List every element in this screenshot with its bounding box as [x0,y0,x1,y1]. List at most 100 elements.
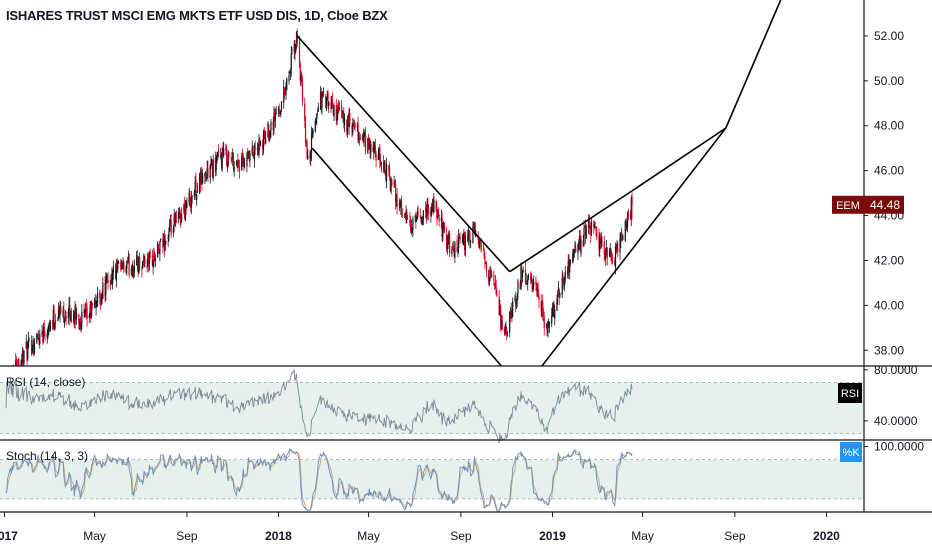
candle-body [421,223,423,225]
candle-body [104,283,106,297]
candle-body [398,203,400,206]
candle-body [169,222,171,225]
pattern-line [311,147,503,367]
candle-body [268,125,270,140]
candle-body [44,334,46,337]
candle-body [111,270,114,284]
candle-body [309,152,311,159]
candle-body [401,215,403,217]
candle-body [580,240,582,254]
candle-body [315,120,317,123]
candle-body [416,212,418,220]
candle-body [48,322,51,332]
candle-body [503,329,506,332]
candle-body [464,235,467,251]
candle-body [579,236,581,252]
candle-body [42,333,44,341]
candle-body [68,304,70,312]
candle-body [115,265,117,279]
candle-body [451,249,453,254]
candle-body [337,105,339,115]
candle-body [446,234,448,249]
candle-body [33,342,36,353]
candle-body [141,269,143,271]
candle-body [372,145,374,152]
candle-body [317,107,319,112]
candle-body [222,149,224,155]
candle-body [151,255,153,266]
candle-body [248,150,250,159]
candle-body [53,309,55,327]
candle-body [456,239,458,253]
candle-body [201,172,203,184]
candle-body [441,218,443,238]
chart-title: ISHARES TRUST MSCI EMG MKTS ETF USD DIS,… [6,8,388,23]
candle-body [193,191,196,197]
candle-body [147,254,149,265]
candle-body [521,269,523,279]
candle-body [326,93,328,95]
candle-body [174,214,176,220]
candle-body [572,253,574,263]
candle-body [505,326,507,330]
candle-body [314,121,316,132]
candle-body [385,164,388,182]
candle-body [72,313,75,322]
candle-body [500,319,503,329]
candle-body [144,257,146,265]
candle-body [627,211,629,216]
candle-body [25,341,27,349]
candle-body [118,261,120,264]
candle-body [106,276,108,278]
candle-body [81,311,83,324]
candle-body [51,322,54,325]
candle-body [180,218,182,223]
candle-body [139,256,141,269]
date-tick-label: 2019 [539,529,566,543]
candle-body [519,283,521,289]
candle-body [163,237,165,247]
candle-body [105,278,107,295]
stoch-pane: 100.0000 Stoch (14, 3, 3) %K [0,440,924,512]
candle-body [599,237,602,243]
price-tick-label: 46.00 [874,164,904,178]
candle-body [90,303,92,316]
candle-body [548,321,551,327]
candle-body [283,88,286,95]
candle-body [488,270,490,281]
candle-body [578,236,581,244]
candle-body [54,322,56,327]
candle-body [411,227,413,229]
candle-body [370,143,372,153]
candle-body [393,182,395,184]
candle-body [322,93,325,94]
candle-body [157,245,159,252]
symbol-badge [832,195,864,214]
candle-body [458,235,460,237]
candle-body [247,152,250,156]
candle-body [352,123,354,133]
candle-body [449,233,451,254]
candle-body [587,218,590,229]
candle-body [527,274,530,279]
candle-body [601,241,603,242]
pattern-line [296,35,511,273]
candle-body [307,155,309,160]
candle-body [605,247,608,250]
candle-body [231,157,233,159]
candle-body [195,179,197,198]
candle-body [200,170,202,183]
candle-body [543,316,545,328]
rsi-badge: RSI [838,383,862,403]
rsi-badge-box [838,383,862,403]
price-tick-label: 52.00 [874,29,904,43]
candle-body [136,255,138,265]
candle-body [96,292,99,303]
candle-body [346,121,349,134]
candle-body [464,234,466,250]
candle-body [93,299,96,306]
candle-body [100,297,102,303]
candle-body [268,136,271,141]
osc-tick-label: 40.0000 [874,414,918,428]
